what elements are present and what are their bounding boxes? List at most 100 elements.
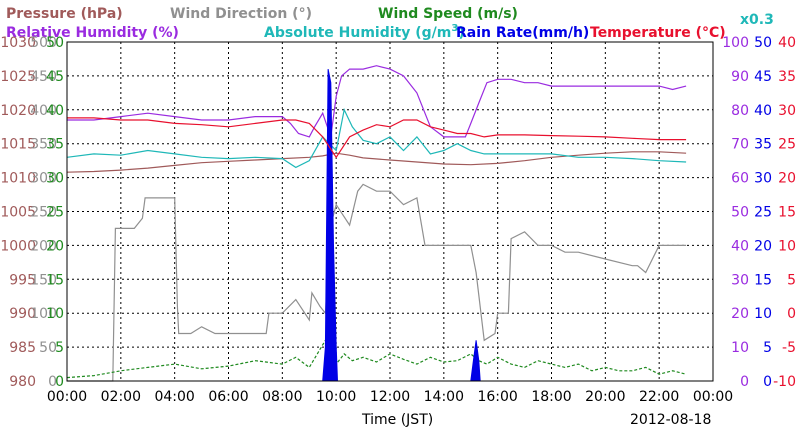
tick-x: 12:00 <box>370 389 410 405</box>
tick-temperature: 5 <box>787 272 796 288</box>
date-label: 2012-08-18 <box>630 412 711 428</box>
tick-wind_speed: 50 <box>46 35 64 51</box>
tick-x: 04:00 <box>154 389 194 405</box>
tick-pressure: 1030 <box>0 35 36 51</box>
legend-rain-rate: Rain Rate(mm/h) <box>456 25 589 41</box>
tick-wind_speed: 0 <box>55 374 64 390</box>
legend-relative-humidity: Relative Humidity (%) <box>6 25 179 41</box>
tick-relative_humidity: 20 <box>731 306 749 322</box>
legend-scale-note: x0.3 <box>740 12 774 28</box>
legend-wind-direction: Wind Direction (°) <box>170 6 312 22</box>
tick-wind_direction: 500 <box>30 35 57 51</box>
series-wind-speed-m-s <box>66 338 687 379</box>
series-temperature-c <box>67 117 687 159</box>
plot-grid <box>67 42 713 381</box>
tick-rain_rate: 35 <box>754 137 772 153</box>
tick-relative_humidity: 70 <box>731 137 749 153</box>
tick-relative_humidity: 90 <box>731 69 749 85</box>
tick-rain_rate: 15 <box>754 272 772 288</box>
tick-wind_speed: 5 <box>55 340 64 356</box>
tick-temperature: 40 <box>778 35 796 51</box>
series-pressure-hpa <box>66 151 687 173</box>
legend-pressure: Pressure (hPa) <box>6 6 123 22</box>
tick-wind_direction: 450 <box>30 69 57 85</box>
tick-wind_direction: 300 <box>30 171 57 187</box>
tick-pressure: 995 <box>9 272 36 288</box>
tick-temperature: -10 <box>773 374 796 390</box>
tick-wind_speed: 20 <box>46 238 64 254</box>
tick-temperature: 30 <box>778 103 796 119</box>
tick-x: 06:00 <box>208 389 248 405</box>
legend-absolute-humidity: Absolute Humidity (g/m3) <box>264 23 465 41</box>
tick-temperature: 15 <box>778 205 796 221</box>
tick-x: 00:00 <box>47 389 87 405</box>
tick-pressure: 990 <box>9 306 36 322</box>
tick-temperature: 35 <box>778 69 796 85</box>
series-rain-rate <box>470 340 481 382</box>
series-layer <box>66 65 687 382</box>
x-axis-ticks: 00:00 02:00 04:00 06:00 08:00 10:00 12:00 14:00… <box>47 389 733 405</box>
tick-x: 00:00 <box>693 389 733 405</box>
tick-relative_humidity: 40 <box>731 238 749 254</box>
tick-wind_direction: 200 <box>30 238 57 254</box>
tick-wind_speed: 45 <box>46 69 64 85</box>
tick-wind_direction: 150 <box>30 272 57 288</box>
tick-relative_humidity: 10 <box>731 340 749 356</box>
tick-rain_rate: 40 <box>754 103 772 119</box>
tick-temperature: 10 <box>778 238 796 254</box>
tick-relative_humidity: 30 <box>731 272 749 288</box>
right-axis-ticks: 1009080706050403020100504540353025201510… <box>722 35 796 390</box>
tick-rain_rate: 10 <box>754 306 772 322</box>
tick-x: 20:00 <box>585 389 625 405</box>
tick-wind_direction: 350 <box>30 137 57 153</box>
tick-pressure: 1025 <box>0 69 36 85</box>
tick-temperature: 25 <box>778 137 796 153</box>
tick-relative_humidity: 60 <box>731 171 749 187</box>
tick-wind_speed: 30 <box>46 171 64 187</box>
tick-wind_direction: 100 <box>30 306 57 322</box>
tick-wind_speed: 40 <box>46 103 64 119</box>
legend-temperature: Temperature (°C) <box>590 25 726 41</box>
tick-x: 02:00 <box>101 389 141 405</box>
tick-x: 16:00 <box>477 389 517 405</box>
tick-rain_rate: 25 <box>754 205 772 221</box>
tick-x: 22:00 <box>639 389 679 405</box>
tick-x: 14:00 <box>424 389 464 405</box>
tick-relative_humidity: 50 <box>731 205 749 221</box>
tick-wind_direction: 50 <box>39 340 57 356</box>
tick-pressure: 980 <box>9 374 36 390</box>
tick-wind_direction: 0 <box>48 374 57 390</box>
tick-rain_rate: 20 <box>754 238 772 254</box>
tick-rain_rate: 45 <box>754 69 772 85</box>
tick-temperature: 20 <box>778 171 796 187</box>
tick-relative_humidity: 100 <box>722 35 749 51</box>
tick-rain_rate: 30 <box>754 171 772 187</box>
tick-pressure: 1005 <box>0 205 36 221</box>
x-axis-label: Time (JST) <box>361 412 433 428</box>
tick-relative_humidity: 80 <box>731 103 749 119</box>
tick-pressure: 1000 <box>0 238 36 254</box>
series-rain-rate <box>322 69 338 382</box>
tick-wind_speed: 15 <box>46 272 64 288</box>
tick-wind_speed: 10 <box>46 306 64 322</box>
plot-frame <box>66 41 714 382</box>
tick-wind_speed: 25 <box>46 205 64 221</box>
tick-pressure: 1020 <box>0 103 36 119</box>
series-relative-humidity <box>67 65 687 138</box>
legend-wind-speed: Wind Speed (m/s) <box>378 6 518 22</box>
tick-rain_rate: 0 <box>763 374 772 390</box>
tick-wind_direction: 400 <box>30 103 57 119</box>
tick-pressure: 1010 <box>0 171 36 187</box>
tick-pressure: 985 <box>9 340 36 356</box>
tick-relative_humidity: 0 <box>740 374 749 390</box>
tick-x: 18:00 <box>531 389 571 405</box>
tick-temperature: -5 <box>782 340 796 356</box>
tick-x: 10:00 <box>316 389 356 405</box>
left-axis-ticks: 1030102510201015101010051000995990985980… <box>0 35 64 390</box>
tick-rain_rate: 50 <box>754 35 772 51</box>
tick-x: 08:00 <box>262 389 302 405</box>
tick-pressure: 1015 <box>0 137 36 153</box>
series-wind-direction <box>67 183 687 382</box>
tick-wind_direction: 250 <box>30 205 57 221</box>
